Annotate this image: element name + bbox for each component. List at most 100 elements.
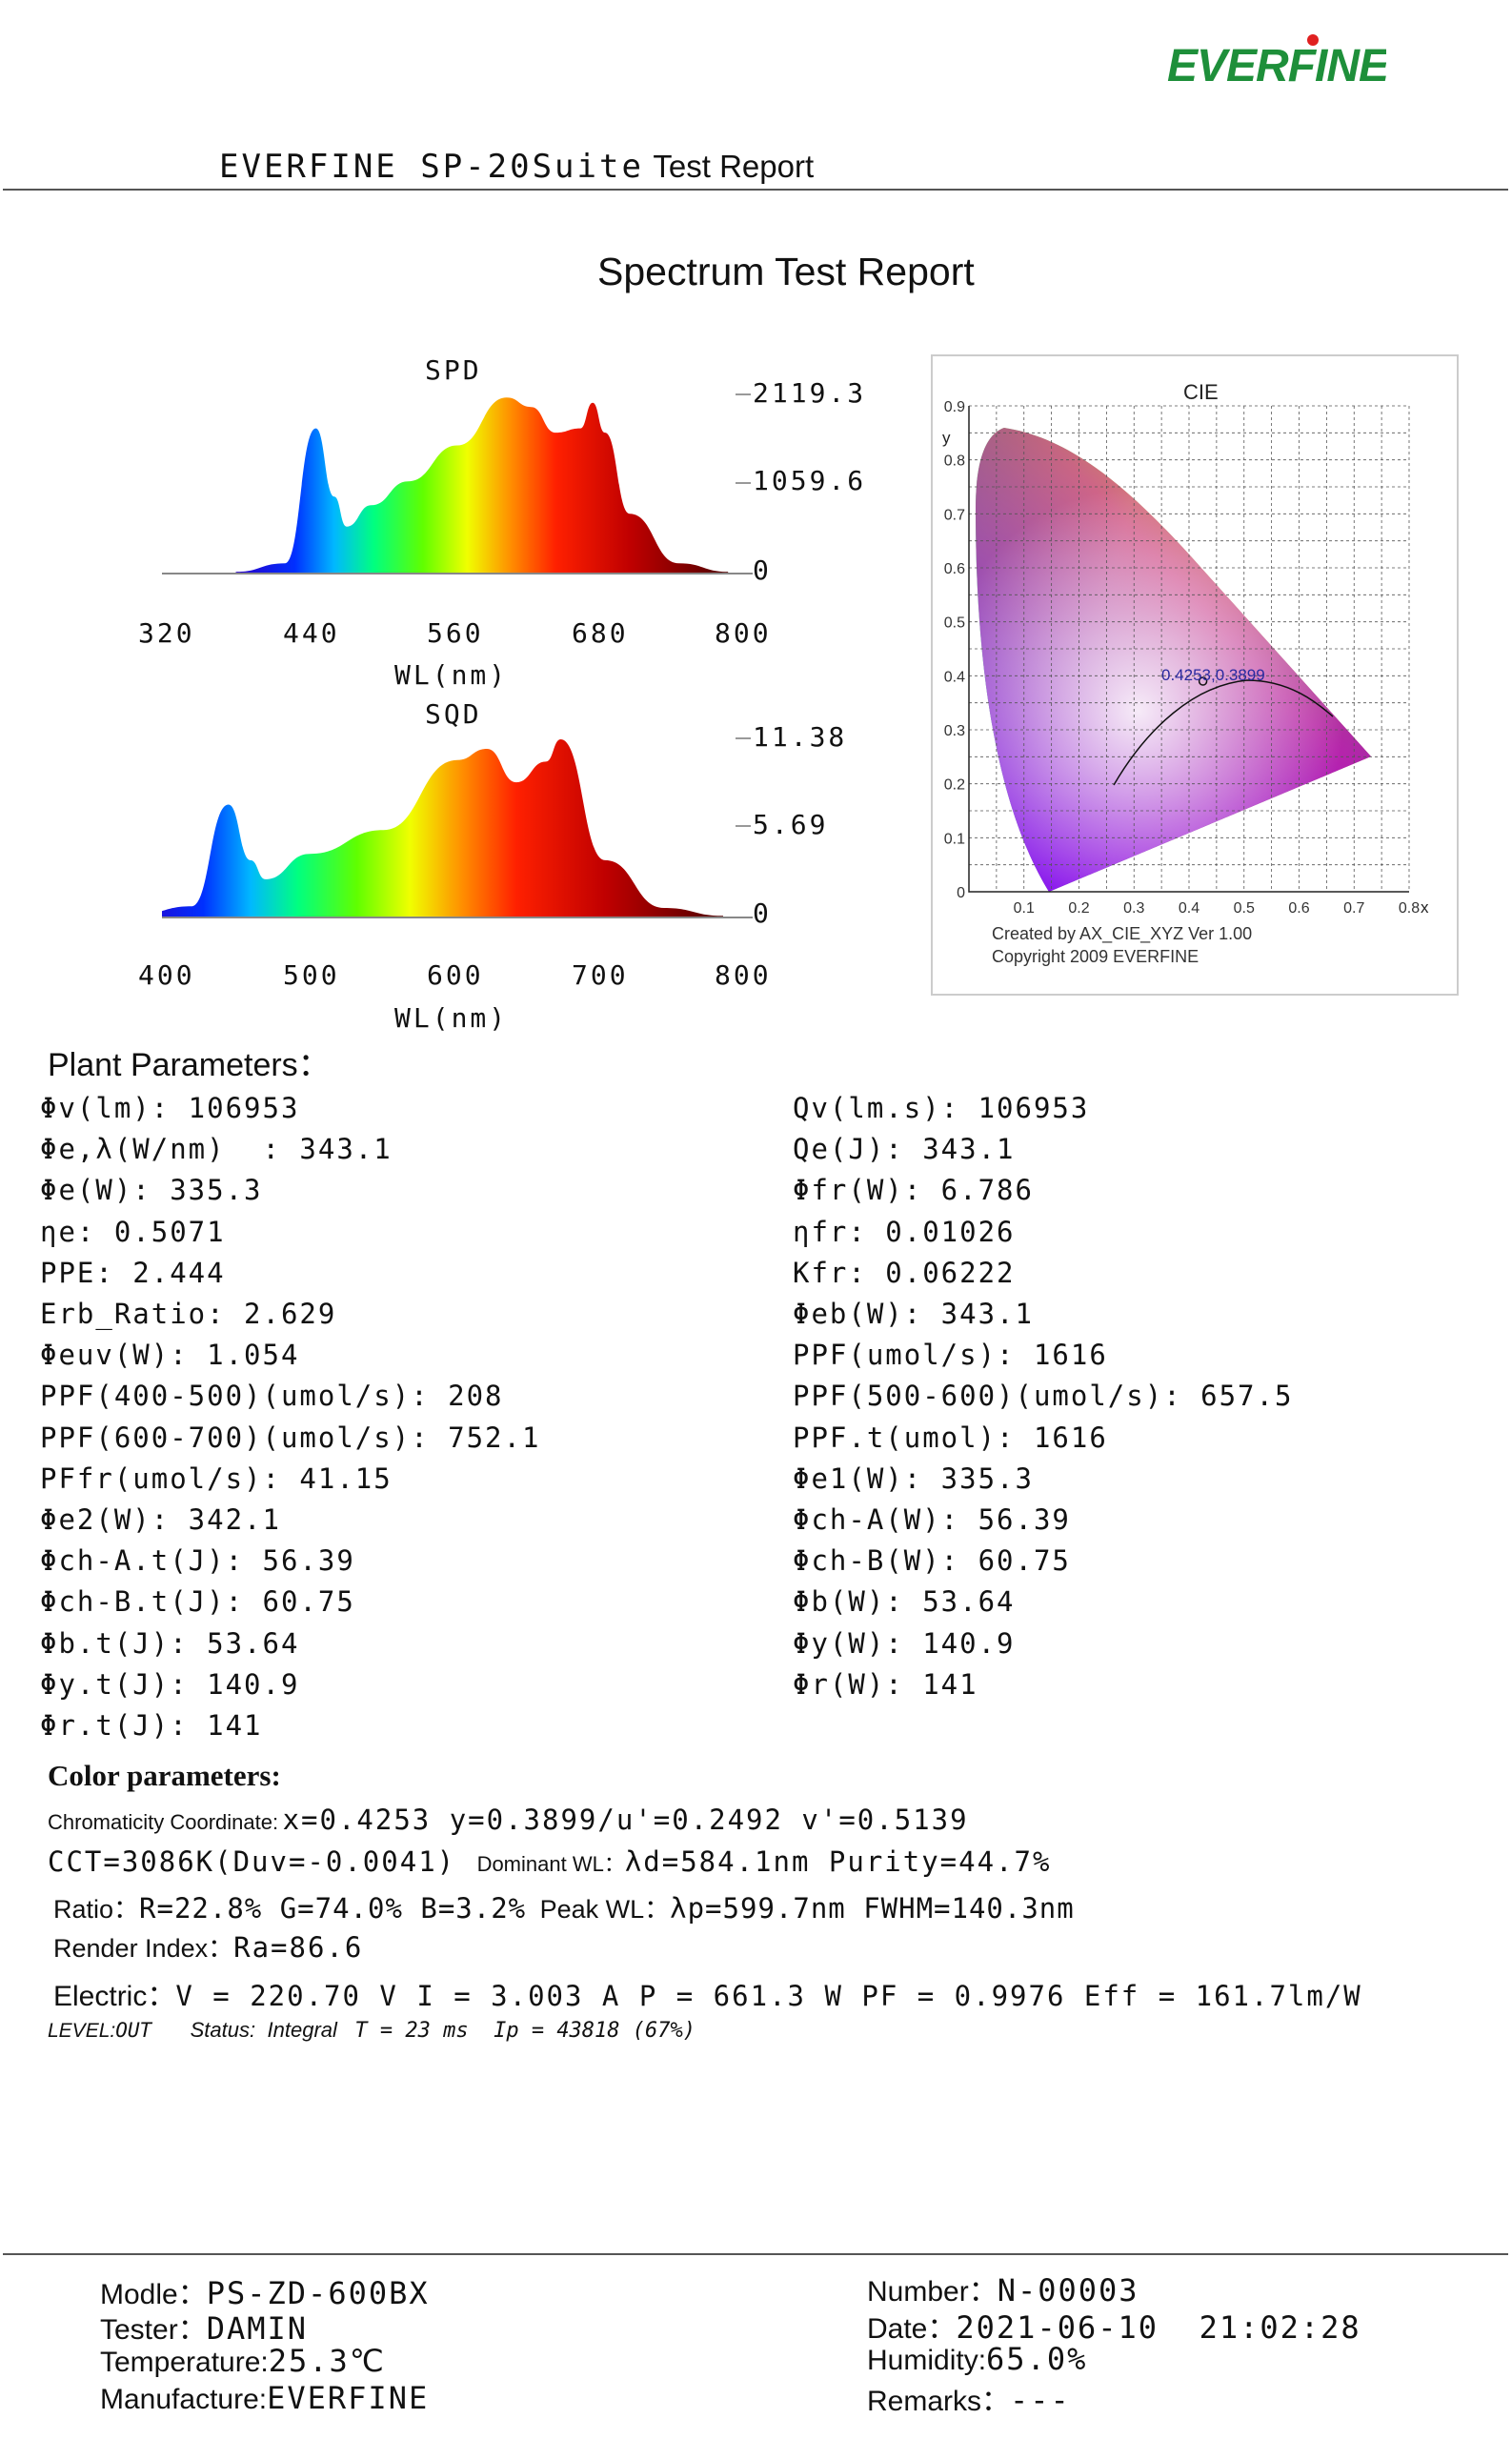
plant-param: Φeuv(W): 1.054 [40, 1339, 300, 1372]
header-divider [3, 189, 1508, 191]
plant-param: Φv(lm): 106953 [40, 1092, 300, 1124]
plant-param: ηfr: 0.01026 [793, 1215, 1016, 1248]
cie-grid [968, 405, 1410, 893]
report-title-suffix: Test Report [653, 149, 815, 184]
plant-param: Φb(W): 53.64 [793, 1585, 1016, 1619]
cie-y-tick: 0.8 [944, 454, 965, 470]
cie-x-ticks: 0.1 0.2 0.3 0.4 0.5 0.6 0.7 0.8 [1014, 900, 1421, 917]
spd-y-tick: 2119.3 [753, 377, 867, 409]
plant-param: Φch-A(W): 56.39 [793, 1503, 1071, 1536]
plant-param: Φch-B(W): 60.75 [793, 1544, 1071, 1578]
date-value: 2021-06-10 21:02:28 [956, 2309, 1361, 2346]
sqd-x-tick: 400 [138, 959, 195, 991]
remarks-label: Remarks： [867, 2386, 1011, 2417]
plant-param: Φch-A.t(J): 56.39 [40, 1544, 355, 1578]
electric-label: Electric： [53, 1981, 176, 2012]
spd-y-tick-marks [736, 482, 751, 484]
cie-chart: CIE y x 0.9 0.8 0.7 0.6 0.5 0.4 0.3 0.2 0.1 0 0.1… [942, 380, 1429, 966]
cie-x-tick: 0.6 [1288, 900, 1309, 917]
footer-tester: Tester：DAMIN [100, 2306, 308, 2348]
cie-point [1198, 676, 1208, 686]
cie-y-tick: 0.2 [944, 777, 965, 794]
spd-x-tick: 680 [572, 617, 629, 649]
ratio-label: Ratio： [53, 1895, 140, 1924]
cie-y-tick: 0.7 [944, 507, 965, 523]
plant-param: PPF(500-600)(umol/s): 657.5 [793, 1380, 1294, 1413]
spd-chart [162, 397, 753, 574]
sqd-x-label: WL(nm) [394, 1002, 509, 1034]
plant-param: Φch-B.t(J): 60.75 [40, 1585, 355, 1619]
cie-y-tick: 0.6 [944, 561, 965, 577]
plant-param: Erb_Ratio: 2.629 [40, 1298, 337, 1330]
footer-number: Number：N-00003 [867, 2268, 1139, 2309]
plant-param: Qe(J): 343.1 [793, 1133, 1016, 1166]
cie-y-tick: 0.5 [944, 615, 965, 632]
model-label: Modle： [100, 2279, 207, 2310]
remarks-value: --- [1010, 2382, 1071, 2418]
everfine-logo: EVERFINE [1167, 29, 1392, 95]
sqd-x-tick: 600 [427, 959, 484, 991]
spd-x-label: WL(nm) [394, 659, 509, 691]
sqd-title: SQD [425, 698, 482, 730]
footer-divider [3, 2253, 1508, 2255]
cie-y-tick: 0.3 [944, 723, 965, 739]
cie-chromaticity-point [1198, 676, 1208, 686]
model-value: PS-ZD-600BX [206, 2275, 430, 2311]
cie-x-tick: 0.5 [1234, 900, 1255, 917]
cie-x-tick: 0.4 [1179, 900, 1200, 917]
render-index-row: Render Index：Ra=86.6 [53, 1927, 363, 1965]
plant-param: Φr(W): 141 [793, 1667, 978, 1701]
number-value: N-00003 [997, 2272, 1139, 2308]
chromaticity-row: Chromaticity Coordinate: x=0.4253 y=0.38… [48, 1804, 969, 1836]
plant-param: Φb.t(J): 53.64 [40, 1626, 300, 1660]
cie-panel: CIE y x 0.9 0.8 0.7 0.6 0.5 0.4 0.3 0.2 0.1 0 0.1… [931, 354, 1459, 996]
plant-param: Φe(W): 335.3 [40, 1174, 263, 1207]
color-parameters-title: Color parameters: [48, 1759, 281, 1792]
plant-param: Φe2(W): 342.1 [40, 1503, 281, 1536]
peak-wl-label: Peak WL： [539, 1895, 671, 1924]
status-detail: T = 23 ms Ip = 43818 (67%) [354, 2019, 696, 2043]
ratio-row: Ratio：R=22.8% G=74.0% B=3.2% Peak WL：λp=… [53, 1888, 1075, 1925]
cct-value: CCT=3086K(Duv=-0.0041) [48, 1845, 456, 1878]
cie-y-tick: 0 [957, 885, 965, 901]
plant-param: Φe1(W): 335.3 [793, 1461, 1034, 1495]
sqd-y-tick: 11.38 [753, 721, 848, 753]
cie-y-ticks: 0.9 0.8 0.7 0.6 0.5 0.4 0.3 0.2 0.1 0 [944, 399, 965, 901]
cie-credit-line2: Copyright 2009 EVERFINE [992, 947, 1199, 966]
plant-param: PPF(400-500)(umol/s): 208 [40, 1380, 504, 1413]
tester-label: Tester： [100, 2314, 207, 2346]
footer-date: Date：2021-06-10 21:02:28 [867, 2305, 1361, 2347]
status-label: Status: [190, 2018, 256, 2042]
sqd-y-tick: 5.69 [753, 809, 829, 840]
cct-row: CCT=3086K(Duv=-0.0041) Dominant WL：λd=58… [48, 1845, 1051, 1878]
electric-row: Electric：V = 220.70 V I = 3.003 A P = 66… [53, 1972, 1362, 2014]
cie-title: CIE [1183, 380, 1219, 404]
temperature-label: Temperature: [100, 2347, 269, 2378]
report-title-prefix: EVERFINE SP-20Suite [219, 148, 644, 186]
plant-param: PPE: 2.444 [40, 1256, 226, 1289]
plant-param: Φy.t(J): 140.9 [40, 1667, 300, 1701]
plant-param: Kfr: 0.06222 [793, 1256, 1016, 1289]
footer-temperature: Temperature:25.3℃ [100, 2343, 386, 2379]
ratio-value: R=22.8% G=74.0% B=3.2% [139, 1892, 527, 1925]
footer-remarks: Remarks：--- [867, 2377, 1071, 2419]
cie-y-tick: 0.1 [944, 831, 965, 847]
plant-param: Φy(W): 140.9 [793, 1626, 1016, 1660]
status-row: LEVEL:OUT Status: Integral T = 23 ms Ip … [48, 2018, 696, 2043]
electric-value: V = 220.70 V I = 3.003 A P = 661.3 W PF … [175, 1980, 1362, 2012]
dominant-wl-label: Dominant WL： [476, 1852, 625, 1876]
main-title: Spectrum Test Report [597, 250, 975, 293]
date-label: Date： [867, 2313, 957, 2345]
spd-title: SPD [425, 354, 482, 386]
spectrum-area-path [235, 397, 729, 574]
tester-value: DAMIN [206, 2310, 309, 2347]
cie-y-tick: 0.4 [944, 669, 965, 685]
footer-manufacture: Manufacture:EVERFINE [100, 2380, 429, 2416]
spd-y-tick-marks [736, 393, 751, 395]
peak-wl-value: λp=599.7nm FWHM=140.3nm [670, 1892, 1075, 1925]
cie-y-tick: 0.9 [944, 399, 965, 415]
sqd-chart [162, 739, 753, 918]
number-label: Number： [867, 2276, 998, 2308]
sqd-area [162, 739, 723, 917]
logo-text: EVERFINE [1167, 41, 1386, 91]
